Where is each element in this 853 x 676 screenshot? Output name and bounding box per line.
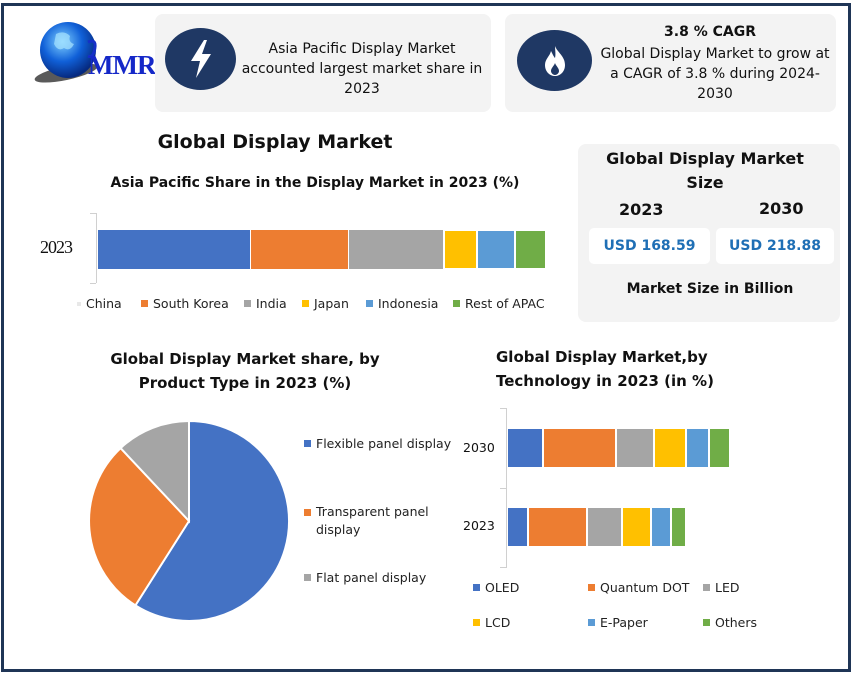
legend-label: OLED [485, 580, 520, 595]
legend-label: LED [715, 580, 740, 595]
logo-text: MMR [88, 50, 156, 80]
legend-e-paper: E-Paper [588, 615, 648, 630]
legend-flexible-panel: Flexible panel display [304, 436, 451, 451]
technology-y-label-2023: 2023 [463, 518, 495, 533]
legend-label: Japan [314, 296, 349, 311]
legend-label: Quantum DOT [600, 580, 690, 595]
bar-segment-india [349, 230, 443, 269]
pie-slice-transparent-panel [88, 446, 191, 607]
legend-label: Indonesia [378, 296, 439, 311]
market-size-footer: Market Size in Billion [626, 281, 794, 297]
product-type-chart-title: Global Display Market share, by Product … [110, 350, 380, 392]
bar-segment-e-paper [687, 429, 708, 467]
bar-segment-quantum-dot [544, 429, 615, 467]
bar-segment-south-korea [251, 230, 348, 269]
product-type-pie [88, 420, 290, 622]
legend-label: Flexible panel display [316, 436, 452, 451]
technology-y-label-2030: 2030 [463, 440, 495, 455]
legend-indonesia: Indonesia [366, 296, 438, 311]
market-size-value-2023: USD 168.59 [589, 228, 710, 264]
legend-china: China [77, 296, 122, 311]
bar-segment-indonesia [478, 231, 514, 268]
info-card-cagr-icon-circle [517, 30, 592, 91]
legend-lcd: LCD [473, 615, 510, 630]
apac-axis [96, 213, 97, 283]
main-title: Global Display Market [157, 131, 393, 153]
technology-axis-tick [500, 488, 506, 489]
bar-segment-others [710, 429, 729, 467]
apac-stacked-bar [98, 230, 546, 269]
market-size-title: Global Display Market Size [606, 149, 804, 192]
cagr-text: Global Display Market to grow at a CAGR … [600, 46, 830, 102]
bar-segment-led [617, 429, 653, 467]
bar-segment-japan [445, 231, 476, 268]
apac-axis-tick [90, 213, 96, 214]
apac-chart-title: Asia Pacific Share in the Display Market… [110, 175, 520, 191]
cagr-title: 3.8 % CAGR [664, 24, 756, 40]
legend-india: India [244, 296, 287, 311]
legend-rest-of-apac: Rest of APAC [453, 296, 545, 311]
legend-label: Rest of APAC [465, 296, 545, 311]
legend-led: LED [703, 580, 740, 595]
apac-y-label: 2023 [40, 237, 73, 257]
technology-bar-2023 [508, 508, 686, 546]
legend-flat-panel: Flat panel display [304, 570, 426, 585]
legend-label: Others [715, 615, 758, 630]
apac-axis-tick [90, 283, 96, 284]
technology-axis-tick [500, 567, 506, 568]
market-size-year-2030: 2030 [759, 199, 804, 218]
legend-south-korea: South Korea [141, 296, 229, 311]
technology-axis [506, 408, 507, 568]
globe-icon [34, 22, 98, 83]
bar-segment-oled [508, 508, 527, 546]
technology-bar-2030 [508, 429, 730, 467]
bar-segment-china [98, 230, 250, 269]
legend-label: E-Paper [600, 615, 648, 630]
bar-segment-oled [508, 429, 542, 467]
bar-segment-lcd [655, 429, 685, 467]
technology-chart-title: Global Display Market,by Technology in 2… [496, 348, 714, 390]
legend-label: South Korea [153, 296, 229, 311]
bar-segment-quantum-dot [529, 508, 586, 546]
bar-segment-others [672, 508, 685, 546]
flame-icon [544, 45, 565, 76]
technology-axis-tick [500, 408, 506, 409]
pie-slice-flexible-panel [134, 420, 290, 622]
info-card-apac-text: Asia Pacific Display Market accounted la… [241, 41, 483, 97]
legend-label: China [86, 296, 122, 311]
lightning-bolt-icon [190, 40, 211, 78]
legend-label: Transparent panel display [316, 504, 429, 537]
legend-label: Flat panel display [316, 570, 427, 585]
legend-others: Others [703, 615, 757, 630]
info-card-apac-icon-circle [165, 28, 236, 90]
bar-segment-lcd [623, 508, 650, 546]
legend-quantum-dot: Quantum DOT [588, 580, 689, 595]
legend-label: LCD [485, 615, 511, 630]
mmr-logo: MMR [26, 18, 161, 88]
legend-transparent-panel: Transparent panel display [304, 503, 434, 539]
market-size-year-2023: 2023 [619, 200, 664, 219]
pie-slice-flat-panel [119, 420, 190, 524]
market-size-value-2030: USD 218.88 [716, 228, 834, 264]
bar-segment-led [588, 508, 621, 546]
legend-japan: Japan [302, 296, 349, 311]
legend-oled: OLED [473, 580, 519, 595]
legend-label: India [256, 296, 287, 311]
bar-segment-rest-of-apac [516, 231, 545, 268]
bar-segment-e-paper [652, 508, 670, 546]
